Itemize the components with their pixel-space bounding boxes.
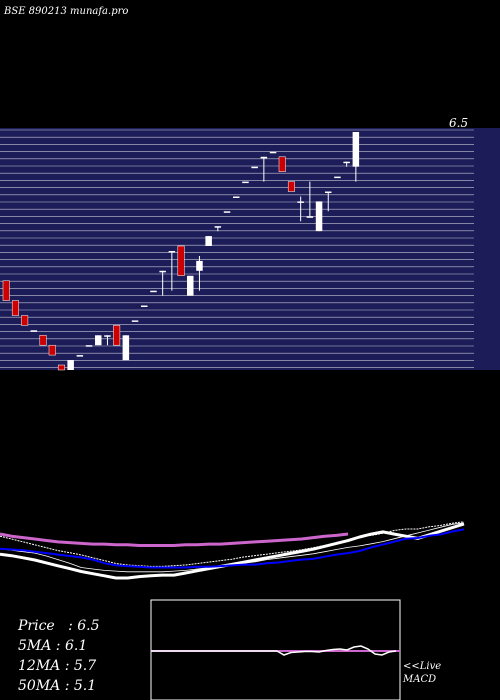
moving-average-panel <box>0 521 465 580</box>
candle-body-37 <box>343 161 350 164</box>
candle-body-5 <box>48 344 56 356</box>
price-panel <box>0 128 500 370</box>
macd-line <box>151 645 397 656</box>
candle-body-14 <box>131 320 139 322</box>
macd-caption: <<Live MACD <box>403 660 441 686</box>
candle-body-22 <box>205 236 212 246</box>
macd-panel <box>150 599 401 700</box>
last-price-label: 6.5 <box>449 116 469 130</box>
candle-body-31 <box>287 181 295 192</box>
candle-body-30 <box>278 156 286 172</box>
candle-body-32 <box>297 201 304 203</box>
candle-body-15 <box>141 305 148 307</box>
stat-12ma: 12MA : 5.7 <box>18 658 97 674</box>
candle-body-19 <box>177 245 185 276</box>
candlestick-series <box>2 132 360 371</box>
candle-body-0 <box>2 280 10 301</box>
candle-body-25 <box>233 196 240 198</box>
candle-body-16 <box>150 290 157 293</box>
ma-line-magenta <box>0 532 349 547</box>
candle-body-20 <box>187 275 194 296</box>
ma-line-thin-white <box>0 521 465 567</box>
candle-body-28 <box>260 156 268 159</box>
candle-body-1 <box>11 300 19 316</box>
candle-body-35 <box>325 191 332 193</box>
macd-caption-line1: <<Live <box>403 661 442 672</box>
candle-body-7 <box>67 360 74 370</box>
price-panel-background <box>0 128 500 370</box>
candle-body-38 <box>352 132 360 167</box>
chart-title: BSE 890213 munafa.pro <box>4 6 129 17</box>
candle-body-12 <box>113 325 121 346</box>
candle-body-18 <box>168 251 176 253</box>
candle-body-4 <box>39 335 47 346</box>
candle-body-3 <box>30 330 38 332</box>
stat-5ma: 5MA : 6.1 <box>18 638 88 654</box>
candle-body-34 <box>315 201 323 232</box>
candle-body-13 <box>122 335 130 361</box>
candle-body-6 <box>57 364 65 371</box>
candle-body-8 <box>76 355 84 357</box>
macd-caption-line2: MACD <box>403 674 437 685</box>
candle-body-23 <box>214 226 222 228</box>
candle-body-29 <box>269 151 277 154</box>
candle-body-24 <box>223 211 231 213</box>
candle-body-2 <box>21 315 29 326</box>
stat-50ma: 50MA : 5.1 <box>18 678 97 694</box>
candle-body-9 <box>85 345 93 347</box>
price-gridlines <box>0 129 474 368</box>
stats-box: Price : 6.5 5MA : 6.1 12MA : 5.7 50MA : … <box>18 616 100 696</box>
candle-body-21 <box>196 260 203 271</box>
candle-body-10 <box>95 335 102 346</box>
ma-line-blue <box>0 528 465 569</box>
candle-body-36 <box>334 176 341 179</box>
candle-body-26 <box>242 181 249 184</box>
ma-line-thick-white <box>0 522 465 580</box>
candle-body-17 <box>159 270 166 273</box>
stat-price: Price : 6.5 <box>18 618 100 634</box>
candle-body-33 <box>306 216 314 218</box>
candle-body-27 <box>251 166 258 169</box>
candle-body-11 <box>104 335 111 337</box>
